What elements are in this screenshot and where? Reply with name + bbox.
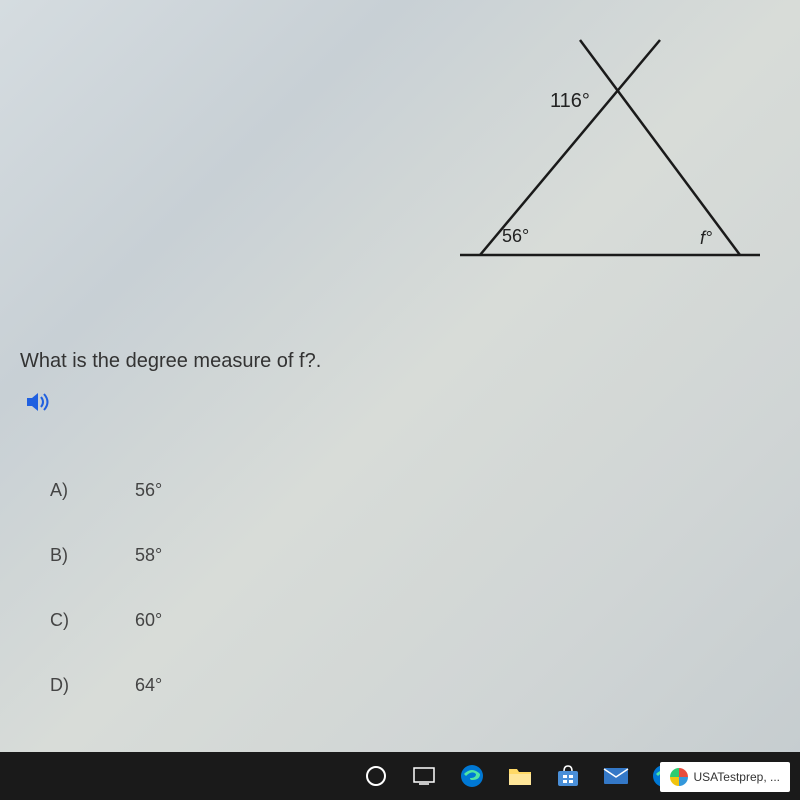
geometry-diagram: 116° 56° f° [450, 20, 770, 300]
option-value: 58° [135, 545, 162, 565]
option-letter: C) [50, 610, 130, 631]
windows-taskbar: USATestprep, ... [0, 752, 800, 800]
taskbar-app-label[interactable]: USATestprep, ... [660, 762, 790, 792]
task-view-icon[interactable] [409, 761, 439, 791]
angle-label-f: f° [700, 228, 712, 249]
option-value: 64° [135, 675, 162, 695]
option-value: 56° [135, 480, 162, 500]
diagram-svg [450, 20, 770, 300]
usatestprep-icon [670, 768, 688, 786]
option-b[interactable]: B) 58° [50, 545, 162, 566]
angle-label-56: 56° [502, 226, 529, 247]
option-d[interactable]: D) 64° [50, 675, 162, 696]
search-icon[interactable] [361, 761, 391, 791]
option-value: 60° [135, 610, 162, 630]
option-letter: D) [50, 675, 130, 696]
option-letter: A) [50, 480, 130, 501]
option-c[interactable]: C) 60° [50, 610, 162, 631]
question-text: What is the degree measure of f?. [20, 350, 321, 373]
option-letter: B) [50, 545, 130, 566]
angle-label-116: 116° [550, 90, 590, 113]
audio-icon[interactable] [25, 390, 53, 421]
option-a[interactable]: A) 56° [50, 480, 162, 501]
file-explorer-icon[interactable] [505, 761, 535, 791]
app-label-text: USATestprep, ... [694, 770, 780, 784]
store-icon[interactable] [553, 761, 583, 791]
edge-icon[interactable] [457, 761, 487, 791]
right-line [580, 40, 740, 255]
mail-icon[interactable] [601, 761, 631, 791]
left-line [480, 40, 660, 255]
